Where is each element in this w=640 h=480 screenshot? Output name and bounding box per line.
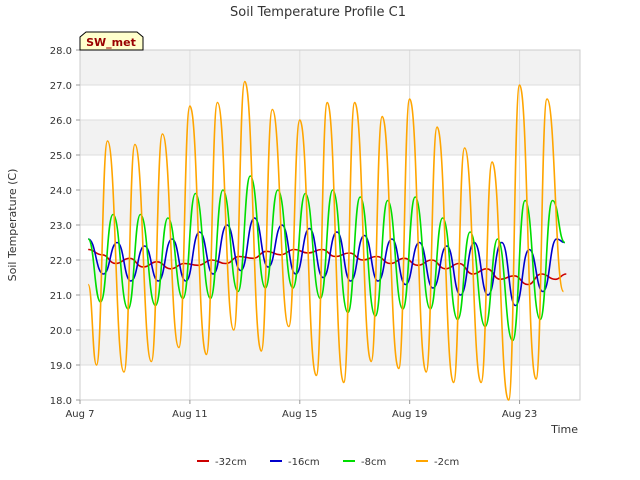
y-tick-label: 19.0 xyxy=(50,361,72,372)
y-axis-label: Soil Temperature (C) xyxy=(6,169,19,282)
series-line-2cm xyxy=(87,80,565,401)
y-tick-label: 23.0 xyxy=(50,221,72,232)
y-tick-label: 20.0 xyxy=(50,326,72,337)
x-axis: Aug 7 Aug 11 Aug 15 Aug 19 Aug 23 xyxy=(65,400,537,420)
x-tick-label: Aug 15 xyxy=(282,409,317,420)
badge-label: SW_met xyxy=(86,36,136,49)
series-line-16cm xyxy=(87,217,565,307)
y-tick-label: 25.0 xyxy=(50,151,72,162)
chart-title: Soil Temperature Profile C1 xyxy=(230,5,406,20)
y-tick-label: 28.0 xyxy=(50,46,72,57)
legend: -32cm -16cm -8cm -2cm xyxy=(197,457,459,468)
x-tick-label: Aug 23 xyxy=(502,409,537,420)
y-tick-label: 18.0 xyxy=(50,396,72,407)
y-tick-label: 27.0 xyxy=(50,81,72,92)
y-tick-label: 21.0 xyxy=(50,291,72,302)
series-lines xyxy=(87,80,567,401)
y-tick-label: 24.0 xyxy=(50,186,72,197)
legend-label: -8cm xyxy=(361,457,386,468)
y-axis: 18.0 19.0 20.0 21.0 22.0 23.0 24.0 25.0 26.0 27.0… xyxy=(50,46,80,407)
series-line-32cm xyxy=(88,248,567,286)
grid-band xyxy=(80,120,580,155)
legend-item: -8cm xyxy=(343,457,386,468)
badge-shape xyxy=(79,31,144,51)
y-tick-label: 26.0 xyxy=(50,116,72,127)
legend-label: -2cm xyxy=(434,457,459,468)
grid-band xyxy=(80,330,580,365)
legend-label: -32cm xyxy=(215,457,247,468)
grid-band xyxy=(80,50,580,85)
y-tick-label: 22.0 xyxy=(50,256,72,267)
x-tick-label: Aug 19 xyxy=(392,409,427,420)
x-axis-label: Time xyxy=(550,423,578,436)
x-tick-label: Aug 11 xyxy=(172,409,207,420)
station-badge: SW_met xyxy=(79,31,144,51)
legend-label: -16cm xyxy=(288,457,320,468)
legend-item: -32cm xyxy=(197,457,247,468)
legend-item: -16cm xyxy=(270,457,320,468)
legend-item: -2cm xyxy=(416,457,459,468)
x-tick-label: Aug 7 xyxy=(65,409,94,420)
